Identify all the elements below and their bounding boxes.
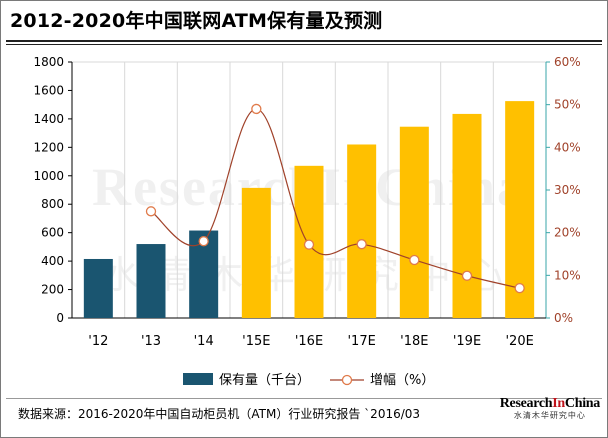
- bar-20E: [505, 101, 535, 318]
- legend-bar-swatch: [183, 373, 213, 385]
- x-tick-label: '18E: [400, 334, 428, 349]
- left-tick-label: 1600: [33, 83, 64, 97]
- x-tick-label: '14: [194, 334, 214, 349]
- left-tick-label: 1000: [33, 169, 64, 183]
- growth-point-20E: [514, 282, 525, 294]
- legend-line-label: 增幅（%）: [370, 373, 434, 388]
- right-tick-label: 0%: [554, 311, 573, 325]
- bar-19E: [452, 113, 482, 319]
- left-tick-label: 0: [56, 311, 64, 325]
- x-tick-label: '19E: [453, 334, 481, 349]
- right-tick-label: 20%: [554, 226, 581, 240]
- left-tick-label: 1200: [33, 140, 64, 154]
- x-tick-label: '12: [88, 334, 108, 349]
- legend-line-marker: [341, 374, 353, 386]
- x-tick-label: '15E: [242, 334, 270, 349]
- growth-point-15E: [251, 103, 262, 115]
- bar-15E: [241, 187, 271, 318]
- bar-18E: [399, 126, 429, 318]
- bar-12: [83, 258, 113, 318]
- chart-title: 2012-2020年中国联网ATM保有量及预测: [10, 10, 383, 32]
- title-rule: [6, 40, 602, 42]
- brand-subtitle: 水清木华研究中心: [513, 411, 586, 420]
- x-tick-label: '16E: [295, 334, 323, 349]
- brand-name-part2: In: [552, 396, 565, 411]
- right-tick-label: 50%: [554, 98, 581, 112]
- source-note: 数据来源：2016-2020年中国自动柜员机（ATM）行业研究报告 `2016/…: [18, 407, 421, 421]
- growth-point-14: [198, 236, 209, 247]
- x-tick-label: '13: [141, 334, 161, 349]
- title-rule-thin: [6, 44, 602, 45]
- right-tick-label: 40%: [554, 140, 581, 154]
- brand-logo: ResearchInChina 水清木华研究中心: [499, 396, 601, 421]
- brand-name-part3: China: [564, 396, 600, 411]
- bar-17E: [347, 144, 377, 318]
- left-tick-label: 600: [41, 226, 64, 240]
- left-tick-label: 1800: [33, 55, 64, 69]
- footer-rule: [6, 398, 602, 399]
- legend-bar-label: 保有量（千台）: [219, 373, 310, 388]
- right-tick-label: 10%: [554, 268, 581, 282]
- growth-point-18E: [409, 254, 420, 266]
- right-tick-label: 60%: [554, 55, 581, 69]
- left-tick-label: 1400: [33, 112, 64, 126]
- left-tick-label: 800: [41, 197, 64, 211]
- left-tick-label: 200: [41, 283, 64, 297]
- growth-point-16E: [303, 239, 315, 250]
- right-tick-label: 30%: [554, 183, 581, 197]
- left-tick-label: 400: [41, 254, 64, 268]
- x-tick-label: '17E: [347, 334, 375, 349]
- bar-13: [136, 244, 166, 318]
- growth-point-17E: [356, 239, 367, 250]
- x-tick-label: '20E: [505, 334, 533, 349]
- brand-name-part1: Research: [499, 396, 553, 411]
- growth-point-19E: [461, 270, 473, 281]
- growth-point-13: [145, 206, 157, 217]
